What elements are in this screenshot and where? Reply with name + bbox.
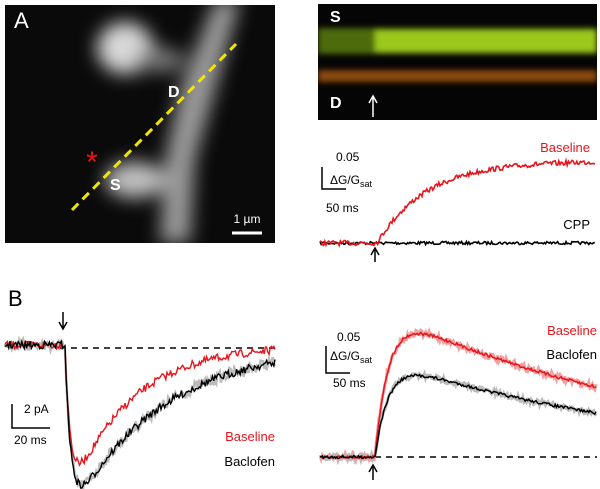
legend-entry: Baclofen — [224, 454, 275, 469]
scale-bar — [321, 167, 346, 190]
trace — [320, 331, 597, 460]
traces — [318, 326, 598, 466]
panel-label: B — [8, 286, 23, 311]
scan-line — [70, 42, 238, 212]
unit-sub: sat — [360, 179, 373, 189]
scale-label: 20 ms — [14, 433, 47, 447]
asterisk: * — [86, 146, 98, 179]
panel-label: A — [14, 8, 29, 33]
dendrite-label: D — [168, 84, 180, 101]
scale-label: 0.05 — [336, 150, 360, 164]
dendrite-label: D — [330, 95, 342, 112]
scale-label: 50 ms — [333, 376, 366, 390]
dendrite-glow — [97, 5, 239, 243]
stim-arrow — [58, 312, 68, 331]
linescan — [318, 4, 597, 120]
unit: ΔG/G — [330, 349, 360, 363]
stim-arrow — [368, 463, 378, 480]
legend-entry: Baseline — [225, 429, 275, 444]
scale-label: 2 pA — [24, 402, 49, 416]
linescan-bands — [318, 28, 597, 82]
stim-arrow — [370, 246, 380, 262]
legend-entry: Baseline — [547, 323, 597, 338]
scale-bar — [325, 346, 350, 374]
scale-label: 50 ms — [326, 201, 359, 215]
unit-sub: sat — [360, 355, 373, 365]
scale-bar — [11, 404, 50, 429]
legend-entry: Baclofen — [546, 347, 597, 362]
scale-label: ΔG/Gsat — [330, 349, 373, 365]
trace — [319, 157, 596, 248]
legend-entry: CPP — [563, 217, 590, 232]
spine-label: S — [110, 177, 121, 194]
stim-arrow — [368, 94, 378, 117]
scale-label: ΔG/Gsat — [330, 173, 373, 189]
scale-label: 0.05 — [337, 330, 361, 344]
traces — [319, 157, 596, 248]
spine-label: S — [330, 9, 341, 26]
trace — [319, 373, 597, 460]
legend-entry: Baseline — [540, 140, 590, 155]
scale-bar-label: 1 µm — [234, 212, 261, 226]
traces — [3, 335, 277, 489]
trace — [3, 335, 277, 489]
unit: ΔG/G — [330, 173, 360, 187]
trace — [4, 339, 276, 489]
